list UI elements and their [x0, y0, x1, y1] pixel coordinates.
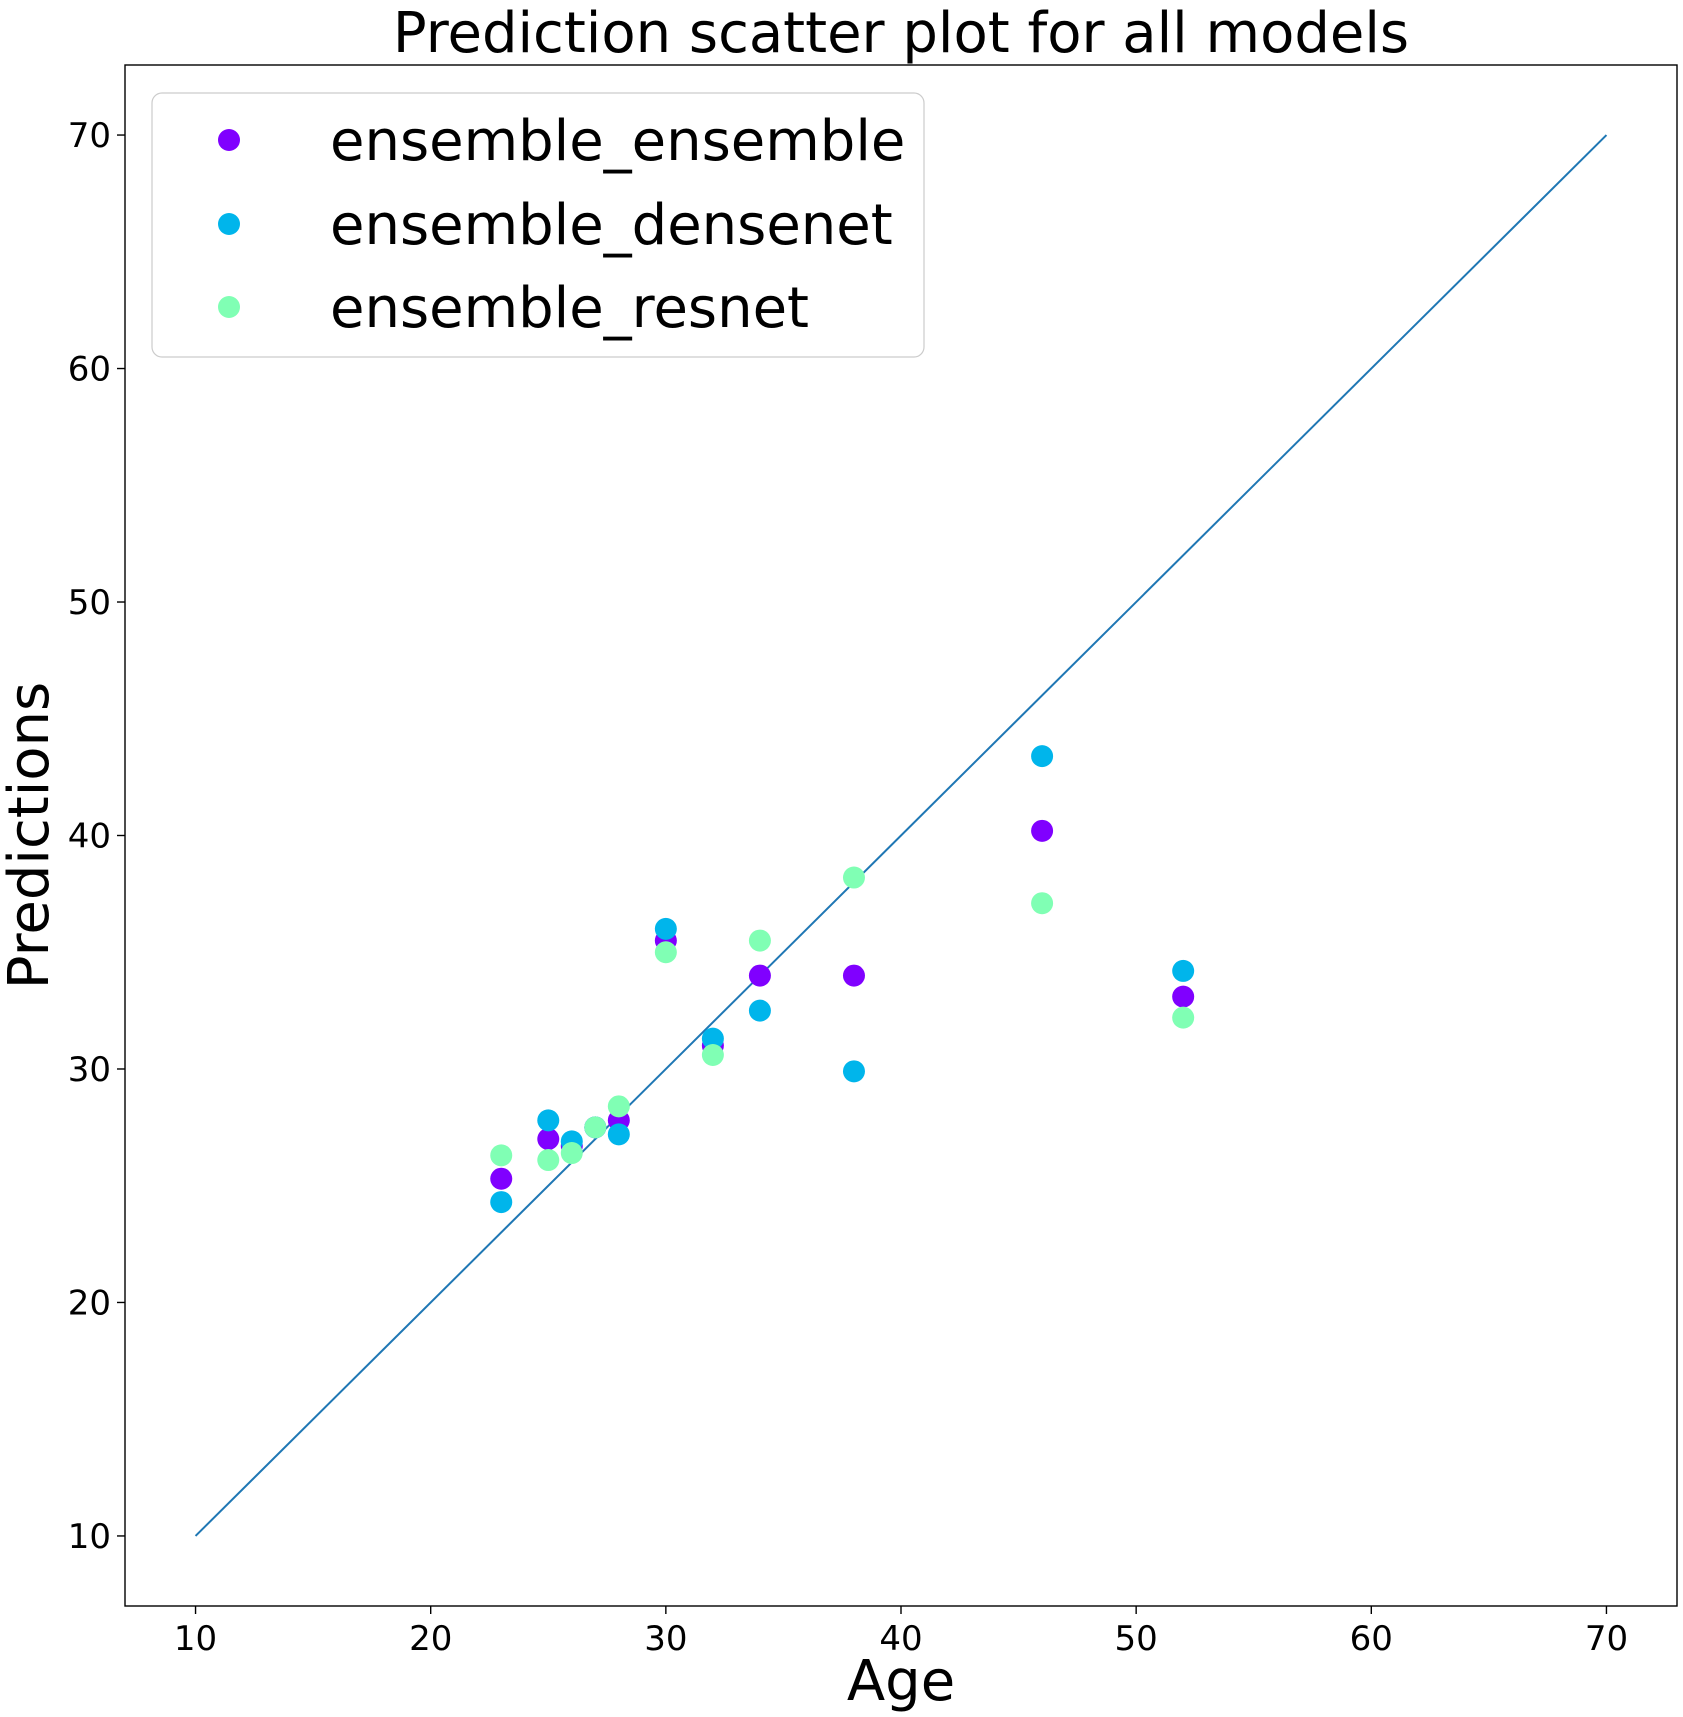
data-point — [842, 1060, 865, 1083]
legend-frame — [151, 92, 925, 358]
x-tick-label: 30 — [644, 1619, 687, 1659]
data-point — [748, 999, 771, 1022]
reference-line-layer — [194, 134, 1608, 1537]
y-tick-label: 40 — [68, 817, 111, 857]
y-tick-label: 60 — [68, 350, 111, 390]
x-tick-label: 10 — [174, 1619, 217, 1659]
legend-label: ensemble_densenet — [330, 193, 893, 258]
y-axis-label: Predictions — [0, 682, 62, 989]
y-tick-label: 50 — [68, 583, 111, 623]
data-point — [584, 1116, 607, 1139]
legend-entry: ensemble_resnet — [218, 276, 809, 341]
data-point — [1031, 892, 1054, 915]
data-point — [1172, 1006, 1195, 1029]
x-tick-label: 40 — [879, 1619, 922, 1659]
x-tick-label: 60 — [1350, 1619, 1393, 1659]
data-point — [490, 1191, 513, 1214]
data-point — [537, 1109, 560, 1132]
data-point — [607, 1095, 630, 1118]
y-axis: 10 20 30 40 50 60 70 — [68, 116, 125, 1557]
data-point — [1031, 745, 1054, 768]
legend-items: ensemble_ensemble ensemble_densenetensemb… — [218, 109, 905, 341]
y-tick-label: 30 — [68, 1050, 111, 1090]
data-point — [1172, 959, 1195, 982]
legend: ensemble_ensemble ensemble_densenetensemb… — [151, 92, 925, 358]
x-tick-label: 20 — [409, 1619, 452, 1659]
data-point — [490, 1144, 513, 1167]
data-point — [842, 866, 865, 889]
legend-entry: ensemble_ensemble — [218, 109, 905, 174]
data-point — [537, 1149, 560, 1172]
legend-entry: ensemble_densenet — [218, 193, 893, 258]
x-tick-label: 70 — [1585, 1619, 1628, 1659]
points-layer — [490, 745, 1195, 1214]
legend-marker — [218, 129, 240, 151]
reference-line — [194, 134, 1608, 1537]
data-point — [748, 929, 771, 952]
series-ensemble_resnet — [490, 866, 1195, 1172]
data-point — [607, 1123, 630, 1146]
data-point — [748, 964, 771, 987]
data-point — [654, 941, 677, 964]
legend-label: ensemble_resnet — [330, 276, 809, 341]
data-point — [701, 1027, 724, 1050]
y-tick-label: 70 — [68, 116, 111, 156]
y-tick-label: 10 — [68, 1517, 111, 1557]
data-point — [537, 1128, 560, 1151]
data-point — [1172, 985, 1195, 1008]
legend-marker — [218, 213, 240, 235]
y-tick-label: 20 — [68, 1283, 111, 1323]
legend-label: ensemble_ensemble — [330, 109, 905, 174]
data-point — [842, 964, 865, 987]
x-axis: 10 20 30 40 50 60 70 — [174, 1606, 1628, 1659]
x-axis-label: Age — [847, 1649, 955, 1714]
data-point — [560, 1142, 583, 1165]
data-point — [490, 1167, 513, 1190]
chart-title: Prediction scatter plot for all models — [393, 1, 1409, 66]
x-tick-label: 50 — [1115, 1619, 1158, 1659]
data-point — [1031, 819, 1054, 842]
plot-area — [124, 64, 1678, 1607]
data-point — [701, 1043, 724, 1066]
data-point — [654, 917, 677, 940]
legend-marker — [218, 296, 240, 318]
